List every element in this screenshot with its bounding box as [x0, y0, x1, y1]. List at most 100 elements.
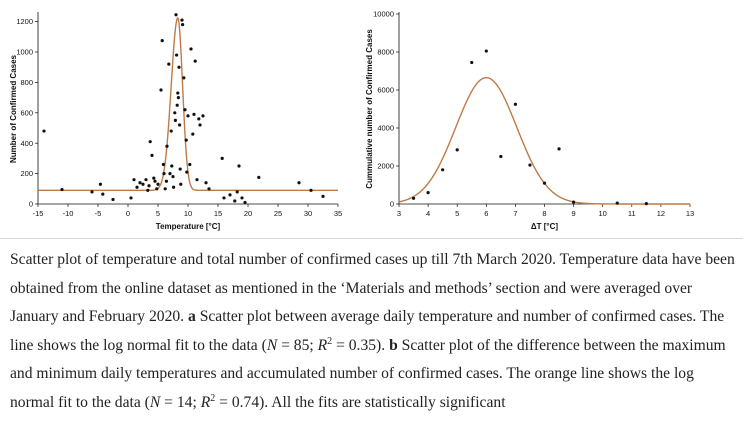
data-point: [195, 178, 199, 182]
x-tick-label: -5: [95, 209, 102, 218]
x-tick-label: 20: [244, 209, 252, 218]
y-tick-label: 8000: [377, 48, 394, 57]
data-point: [138, 181, 142, 185]
data-point: [144, 178, 148, 182]
data-point: [193, 59, 197, 63]
y-tick-label: 10000: [373, 10, 394, 19]
caption-n-symbol-a: N: [266, 336, 278, 354]
data-point: [243, 200, 247, 205]
data-point: [147, 184, 151, 188]
data-point: [411, 196, 416, 200]
data-point: [161, 162, 165, 167]
data-point: [129, 196, 133, 200]
data-point: [168, 172, 172, 176]
y-tick-label: 1000: [16, 48, 33, 57]
x-tick-label: 25: [274, 209, 282, 218]
x-tick-label: 30: [304, 209, 312, 218]
caption-r-symbol-a: R: [317, 336, 328, 354]
data-point: [148, 140, 152, 144]
fit-curve: [398, 76, 690, 205]
data-point: [176, 96, 180, 100]
data-point: [176, 91, 180, 95]
data-point: [182, 76, 186, 80]
data-point: [175, 53, 179, 57]
y-tick-label: 4000: [377, 124, 394, 133]
data-point: [155, 187, 159, 191]
data-point: [572, 200, 576, 204]
data-point: [169, 129, 173, 133]
x-tick-label: 35: [334, 209, 342, 218]
chart-panel-b: 3 4 5 6 7 8 9 10 11 12 13 0 2000 4000 6000 8000 10000 ΔT …: [365, 10, 694, 231]
data-point: [165, 144, 169, 148]
x-tick-label: 10: [184, 209, 192, 218]
caption-n-symbol-b: N: [149, 393, 161, 411]
data-point: [484, 49, 488, 53]
data-point: [184, 138, 188, 142]
y-tick-label: 200: [20, 169, 33, 178]
data-point: [177, 65, 181, 69]
data-point: [170, 164, 174, 168]
caption-text-a: Scatter plot between average daily tempe…: [10, 308, 725, 354]
data-point: [309, 188, 313, 192]
caption-label-b: b: [389, 336, 398, 354]
data-point: [171, 175, 175, 179]
y-tick-label: 400: [20, 139, 33, 148]
fit-curve: [38, 16, 338, 192]
data-point: [174, 13, 178, 17]
x-tick-label: -15: [33, 209, 44, 218]
data-point: [542, 181, 547, 185]
x-tick-label: 6: [484, 209, 488, 218]
data-point: [321, 194, 325, 198]
data-point: [240, 196, 244, 200]
data-point: [150, 153, 154, 157]
chart-panel-a: -15 -10 -5 0 5 10 15 20 25 30 35 0 200 400 600 800 1000 1…: [9, 12, 342, 231]
data-point: [98, 182, 102, 186]
x-tick-label: 11: [628, 209, 636, 218]
data-point: [167, 62, 171, 66]
data-point: [198, 123, 202, 127]
data-point: [644, 202, 648, 206]
data-point: [160, 39, 164, 43]
data-point: [186, 114, 190, 118]
data-point: [90, 190, 94, 194]
data-point: [513, 102, 518, 106]
data-point: [162, 172, 166, 176]
data-point: [181, 23, 185, 27]
x-tick-label: 15: [214, 209, 222, 218]
data-point: [172, 185, 176, 189]
data-point: [183, 108, 187, 112]
data-point: [135, 185, 139, 189]
x-tick-label: 7: [513, 209, 517, 218]
data-point: [201, 114, 205, 118]
caption-r-sup-b: 2: [210, 392, 216, 404]
data-point: [441, 168, 445, 172]
data-point: [233, 199, 237, 203]
data-point: [188, 162, 192, 167]
data-point: [153, 179, 157, 183]
data-point: [156, 182, 160, 186]
data-point: [528, 163, 532, 167]
x-tick-label: 0: [126, 209, 130, 218]
divider: [0, 238, 743, 239]
x-tick-label: 12: [657, 209, 665, 218]
data-point: [60, 187, 64, 192]
data-point: [42, 129, 46, 133]
data-point: [111, 197, 115, 202]
x-axis-title: Temperature [°C]: [156, 222, 221, 231]
data-point: [178, 123, 182, 127]
y-tick-label: 0: [390, 200, 394, 209]
caption-r-value-a: = 0.35).: [332, 336, 386, 354]
data-point: [173, 111, 177, 115]
data-point: [152, 176, 156, 180]
x-tick-label: -10: [63, 209, 74, 218]
data-point: [132, 178, 136, 182]
x-axis-title: ΔT [°C]: [531, 222, 559, 231]
data-point: [197, 117, 201, 121]
y-tick-label: 800: [20, 78, 33, 87]
data-point: [192, 112, 196, 116]
caption-r-sup-a: 2: [327, 335, 333, 347]
y-tick-label: 0: [29, 200, 33, 209]
data-point: [146, 188, 150, 192]
x-tick-label: 10: [599, 209, 607, 218]
data-point: [175, 103, 179, 107]
